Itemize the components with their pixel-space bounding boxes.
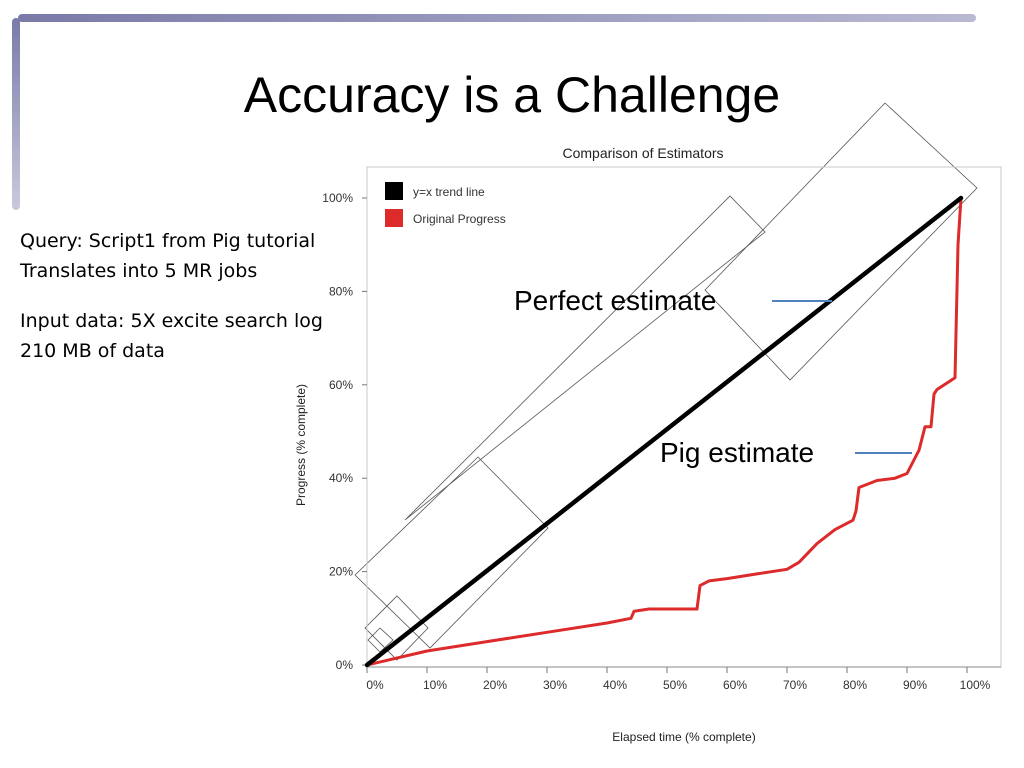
callout-box-lower [354,456,549,649]
legend-swatch [385,209,403,227]
legend-label: y=x trend line [413,185,485,199]
x-tick-label: 30% [543,678,567,692]
series-line-original-progress [365,196,963,667]
x-tick-label: 10% [423,678,447,692]
y-tick-label: 100% [322,191,353,205]
note-line-query: Query: Script1 from Pig tutorial [20,230,316,252]
y-axis-label: Progress (% complete) [294,384,308,506]
chart-title: Comparison of Estimators [562,145,723,161]
x-tick-label: 0% [366,678,384,692]
x-tick-label: 60% [723,678,747,692]
query-notes: Query: Script1 from Pig tutorial Transla… [20,226,323,366]
x-tick-label: 40% [603,678,627,692]
x-tick-label: 50% [663,678,687,692]
pig-estimate-label: Pig estimate [660,437,815,468]
callout-boxes [354,102,978,661]
note-line-size: 210 MB of data [20,340,165,362]
note-line-jobs: Translates into 5 MR jobs [20,260,258,282]
slide-title: Accuracy is a Challenge [243,67,781,123]
x-tick-label: 100% [960,678,991,692]
annotation-leaders [772,300,912,454]
y-tick-label: 20% [329,565,353,579]
legend: y=x trend line Original Progress [385,182,506,227]
perfect-estimate-label: Perfect estimate [514,285,717,316]
x-tick-label: 20% [483,678,507,692]
callout-box-small [364,595,429,661]
decorative-left-bar [12,18,20,210]
y-tick-label: 80% [329,284,353,298]
callout-box-tiny [367,627,394,653]
y-tick-label: 0% [336,658,354,672]
note-line-input: Input data: 5X excite search log [20,310,323,332]
callout-box-mid [404,195,766,521]
series-line-trend [364,195,964,668]
x-tick-label: 80% [843,678,867,692]
x-tick-label: 70% [783,678,807,692]
legend-swatch [385,182,403,200]
y-tick-label: 40% [329,471,353,485]
x-axis-label: Elapsed time (% complete) [612,730,755,744]
callout-box-large [704,102,978,381]
y-tick-label: 60% [329,378,353,392]
decorative-top-bar [18,14,976,22]
x-tick-label: 90% [903,678,927,692]
legend-label: Original Progress [413,212,506,226]
